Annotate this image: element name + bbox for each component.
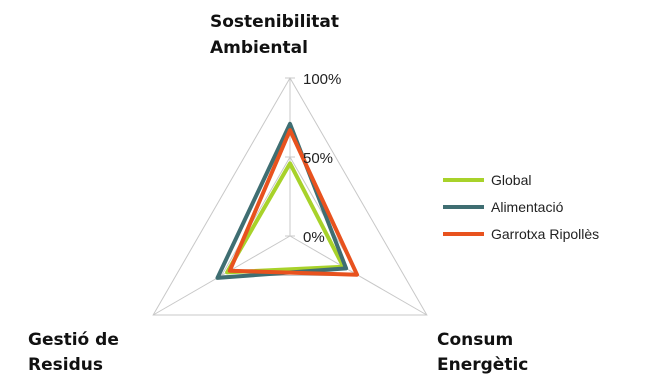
tick-labels: 0% 50% 100%	[303, 71, 341, 246]
axis-title-line: Residus	[28, 355, 103, 375]
tick-label: 0%	[303, 229, 325, 246]
tick-label: 100%	[303, 71, 341, 88]
legend-item-garrotxa: Garrotxa Ripollès	[443, 226, 599, 242]
tick-label: 50%	[303, 150, 333, 167]
series-point	[228, 269, 232, 273]
series-point	[225, 270, 229, 274]
axis-title-line: Consum	[437, 330, 513, 350]
series-point	[344, 266, 348, 270]
legend-label: Alimentació	[491, 199, 564, 215]
axis-title-consum: Consum Energètic	[437, 330, 528, 375]
radar-series	[215, 121, 360, 280]
legend: Global Alimentació Garrotxa Ripollès	[443, 172, 599, 242]
grid-spoke	[152, 235, 291, 316]
legend-item-alimentacio: Alimentació	[443, 199, 564, 215]
axis-title-sostenibilitat: Sostenibilitat Ambiental	[210, 12, 339, 58]
legend-item-global: Global	[443, 172, 531, 188]
radar-grid	[152, 76, 428, 316]
series-point	[288, 161, 292, 165]
grid-ring-100	[152, 76, 428, 316]
series-point	[355, 273, 359, 277]
series-line-2	[227, 128, 360, 277]
series-point	[288, 128, 292, 132]
axis-title-line: Sostenibilitat	[210, 12, 339, 32]
series-point	[288, 122, 292, 126]
axis-title-gestio: Gestió de Residus	[28, 330, 119, 375]
axis-title-line: Gestió de	[28, 330, 119, 350]
legend-label: Garrotxa Ripollès	[491, 226, 599, 242]
legend-label: Global	[491, 172, 531, 188]
axis-title-line: Energètic	[437, 355, 528, 375]
series-point	[215, 276, 219, 280]
series-line-0	[225, 161, 346, 275]
axis-title-line: Ambiental	[210, 38, 308, 58]
